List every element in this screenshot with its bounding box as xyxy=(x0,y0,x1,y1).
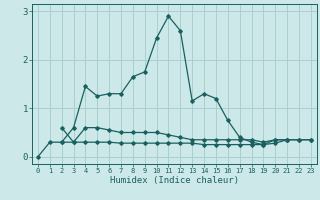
X-axis label: Humidex (Indice chaleur): Humidex (Indice chaleur) xyxy=(110,176,239,185)
